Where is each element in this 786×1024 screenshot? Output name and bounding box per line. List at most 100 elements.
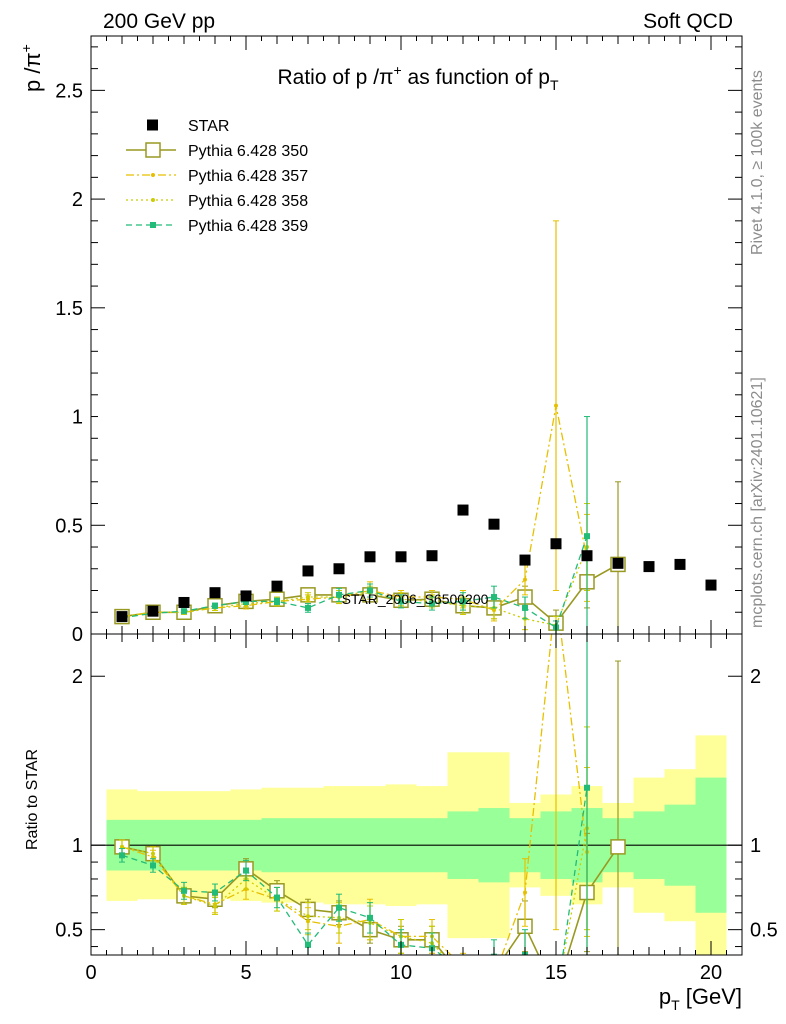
- star-point: [581, 550, 593, 562]
- star-point: [426, 550, 438, 562]
- legend-marker-p357: [151, 173, 155, 177]
- star-point: [209, 587, 221, 599]
- p359-point: [522, 604, 528, 611]
- main-panel: 0 0.5 1 1.5 2 2.5 STAR Pythia 6.428 350 Pythia …: [55, 35, 743, 646]
- star-point: [240, 590, 252, 602]
- x-tick-label: 15: [545, 962, 567, 984]
- ratio-y-tick-label: 2: [72, 666, 83, 688]
- p358-line: [121, 828, 588, 955]
- p359-point: [398, 598, 404, 605]
- p359-point: [212, 602, 218, 609]
- ratio-y-label: Ratio to STAR: [24, 749, 41, 850]
- legend-label-star: STAR: [188, 118, 229, 135]
- chart-title: Ratio of p /π+ as function of pT: [277, 62, 559, 93]
- mcplots-label: mcplots.cern.ch [arXiv:2401.10621]: [749, 377, 766, 628]
- watermark: STAR_2006_S6500200: [342, 591, 489, 607]
- legend-label-p358: Pythia 6.428 358: [188, 193, 308, 210]
- header-left: 200 GeV pp: [103, 10, 215, 33]
- ratio-panel: 0 5 10 15 20 0.5 0.5 1 1 2 2: [55, 633, 778, 999]
- p357-point: [554, 403, 558, 408]
- p358-point: [151, 851, 155, 856]
- star-point: [519, 554, 531, 566]
- star-point: [705, 579, 717, 591]
- star-point: [674, 558, 686, 570]
- main-y-tick-label: 2.5: [55, 80, 83, 102]
- star-point: [488, 518, 500, 530]
- ratio-y-tick-label-right: 0.5: [750, 920, 778, 942]
- p359-point: [460, 967, 466, 973]
- star-point: [643, 561, 655, 573]
- p358-point: [492, 972, 496, 976]
- p359-point: [429, 600, 435, 607]
- p359-point: [243, 867, 249, 874]
- legend-marker-p358: [151, 198, 155, 202]
- y-axis-label: p /π+: [18, 44, 45, 92]
- star-point: [395, 551, 407, 563]
- p359-point: [336, 591, 342, 598]
- main-y-tick-label: 0: [72, 624, 83, 646]
- star-point: [178, 596, 190, 608]
- star-point: [271, 580, 283, 592]
- ratio-y-tick-label: 1: [72, 835, 83, 857]
- xlabel-part-main: p: [659, 984, 671, 1009]
- legend-label-p359: Pythia 6.428 359: [188, 218, 308, 235]
- x-tick-label: 5: [240, 962, 251, 984]
- p357-point: [461, 965, 465, 969]
- p357-line: [121, 405, 588, 618]
- p359-point: [584, 533, 590, 540]
- p359-point: [367, 587, 373, 594]
- title-part-sub: T: [550, 77, 559, 93]
- p359-point: [336, 904, 342, 911]
- p358-line: [121, 546, 588, 627]
- p357-point: [492, 975, 496, 979]
- main-y-tick-label: 1.5: [55, 298, 83, 320]
- p357-line: [121, 634, 588, 955]
- p359-point: [305, 941, 311, 948]
- main-y-tick-label: 1: [72, 407, 83, 429]
- x-tick-label: 10: [390, 962, 412, 984]
- star-point: [364, 551, 376, 563]
- ratio-y-tick-label-right: 1: [750, 835, 761, 857]
- p359-point: [305, 604, 311, 611]
- x-tick-label: 0: [85, 962, 96, 984]
- p359-point: [274, 894, 280, 901]
- p359-point: [212, 889, 218, 896]
- p358-point: [554, 995, 558, 999]
- p350-point: [456, 970, 470, 984]
- star-point: [116, 611, 128, 623]
- p357-point: [523, 577, 527, 582]
- main-y-tick-label: 0.5: [55, 515, 83, 537]
- legend-marker-p350: [145, 142, 161, 158]
- p359-point: [181, 608, 187, 615]
- legend-label-p350: Pythia 6.428 350: [188, 143, 308, 160]
- p359-point: [274, 598, 280, 605]
- star-point: [457, 504, 469, 516]
- legend-marker-p359: [150, 222, 156, 228]
- p358-point: [461, 973, 465, 977]
- p359-point: [491, 594, 497, 601]
- p359-point: [584, 784, 590, 791]
- p359-point: [367, 914, 373, 921]
- legend-marker-star: [147, 119, 158, 131]
- p350-point: [610, 839, 626, 855]
- ylabel-part-main: p /π: [20, 52, 45, 92]
- title-part-sup: +: [394, 62, 402, 78]
- star-point: [302, 565, 314, 577]
- p359-point: [150, 862, 156, 869]
- p359-point: [119, 852, 125, 859]
- rivet-label: Rivet 4.1.0, ≥ 100k events: [749, 70, 766, 255]
- x-tick-label: 20: [700, 962, 722, 984]
- star-point: [550, 538, 562, 550]
- header-right: Soft QCD: [643, 10, 733, 33]
- p358-point: [523, 978, 527, 982]
- star-point: [333, 563, 345, 575]
- x-axis-label: pT [GeV]: [659, 984, 742, 1013]
- p359-point: [460, 598, 466, 605]
- ratio-y-tick-label: 0.5: [55, 920, 83, 942]
- p359-point: [181, 887, 187, 894]
- p359-line: [121, 787, 588, 955]
- title-part-mid: as function of p: [402, 66, 550, 89]
- p358-point: [306, 914, 310, 919]
- ylabel-part-sup: +: [18, 44, 34, 52]
